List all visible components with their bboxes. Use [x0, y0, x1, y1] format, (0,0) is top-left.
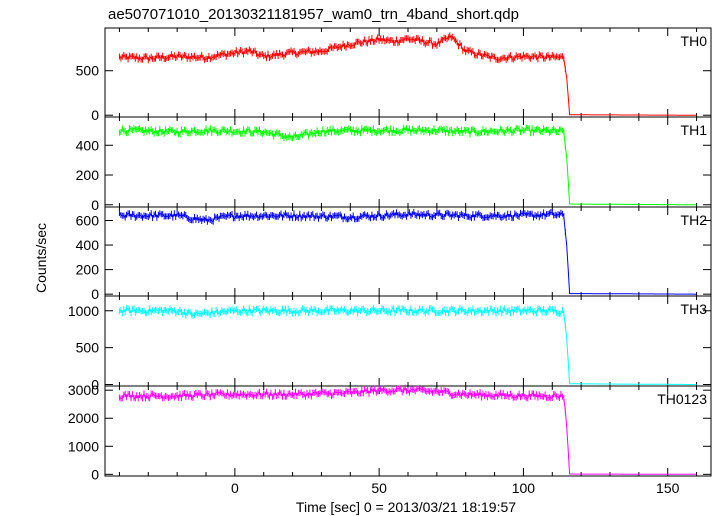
x-tick-label-150: 150 — [656, 480, 680, 496]
x-tick-label-50: 50 — [371, 480, 387, 496]
y-tick-label-th3-0: 0 — [91, 377, 99, 393]
y-tick-label-th2-400: 400 — [76, 237, 100, 253]
chart-title: ae507071010_20130321181957_wam0_trn_4ban… — [108, 6, 519, 23]
x-tick-label-100: 100 — [512, 480, 536, 496]
y-tick-label-th3-1000: 1000 — [68, 303, 99, 319]
y-tick-label-th0-0: 0 — [91, 107, 99, 123]
y-tick-label-th2-200: 200 — [76, 262, 100, 278]
panel-label-th0123: TH0123 — [657, 391, 707, 407]
y-tick-label-th2-0: 0 — [91, 286, 99, 302]
x-axis-label: Time [sec] 0 = 2013/03/21 18:19:57 — [296, 499, 516, 515]
x-tick-label-0: 0 — [231, 480, 239, 496]
y-tick-label-th1-200: 200 — [76, 167, 100, 183]
panel-label-th3: TH3 — [681, 301, 708, 317]
panel-frame-th0 — [104, 27, 712, 118]
y-tick-label-th1-0: 0 — [91, 197, 99, 213]
y-tick-label-th1-400: 400 — [76, 137, 100, 153]
series-line-th2 — [118, 208, 697, 295]
y-axis-label: Counts/sec — [33, 223, 49, 293]
series-line-th0 — [118, 32, 697, 116]
panel-frame-th0123 — [104, 385, 712, 477]
panel-label-th1: TH1 — [681, 122, 708, 138]
panel-label-th2: TH2 — [681, 212, 708, 228]
y-tick-label-th0123-2000: 2000 — [68, 410, 99, 426]
y-tick-label-th0123-0: 0 — [91, 466, 99, 482]
y-tick-label-th3-500: 500 — [76, 340, 100, 356]
y-tick-label-th0123-3000: 3000 — [68, 382, 99, 398]
y-tick-label-th0123-1000: 1000 — [68, 438, 99, 454]
series-line-th0123 — [118, 384, 697, 475]
panel-label-th0: TH0 — [681, 33, 708, 49]
series-line-th3 — [118, 305, 697, 385]
y-tick-label-th2-600: 600 — [76, 213, 100, 229]
series-line-th1 — [118, 124, 697, 206]
y-tick-label-th0-500: 500 — [76, 63, 100, 79]
